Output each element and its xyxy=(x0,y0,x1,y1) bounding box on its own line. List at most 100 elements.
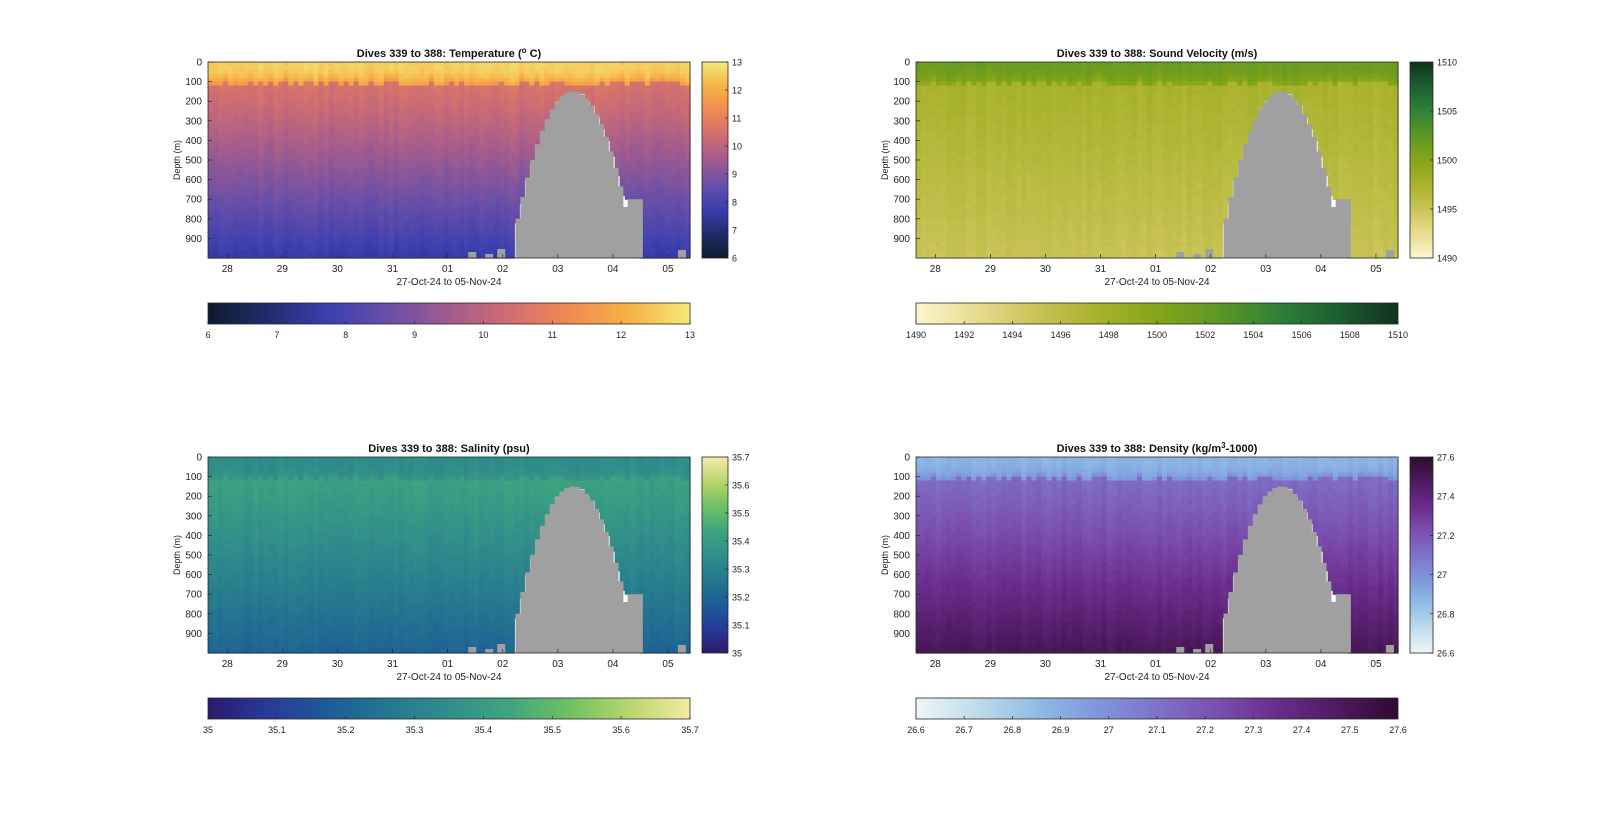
x-tick-label: 28 xyxy=(222,264,234,275)
heatmap-cell xyxy=(665,168,671,173)
heatmap-cell xyxy=(308,207,314,212)
heatmap-cell xyxy=(600,109,606,114)
heatmap-cell xyxy=(344,78,350,83)
heatmap-cell xyxy=(228,219,234,224)
heatmap-cell xyxy=(243,160,249,165)
heatmap-cell xyxy=(931,129,937,134)
heatmap-cell xyxy=(238,82,244,87)
heatmap-cell xyxy=(208,184,214,189)
heatmap-cell xyxy=(283,82,289,87)
heatmap-cell xyxy=(484,219,490,224)
heatmap-cell xyxy=(404,176,410,181)
heatmap-cell xyxy=(625,89,631,94)
heatmap-cell xyxy=(926,195,932,200)
heatmap-cell xyxy=(921,97,927,102)
heatmap-cell xyxy=(489,207,495,212)
heatmap-cell xyxy=(228,176,234,181)
heatmap-cell xyxy=(941,184,947,189)
heatmap-cell xyxy=(399,125,405,130)
heatmap-cell xyxy=(379,109,385,114)
heatmap-cell xyxy=(394,207,400,212)
heatmap-cell xyxy=(228,168,234,173)
heatmap-cell xyxy=(504,133,510,138)
heatmap-cell xyxy=(263,140,269,145)
heatmap-cell xyxy=(263,223,269,228)
heatmap-cell xyxy=(359,105,365,110)
heatmap-cell xyxy=(283,164,289,169)
heatmap-cell xyxy=(529,66,535,71)
heatmap-cell xyxy=(474,78,480,83)
heatmap-cell xyxy=(926,144,932,149)
heatmap-cell xyxy=(936,156,942,161)
heatmap-cell xyxy=(379,199,385,204)
heatmap-cell xyxy=(213,238,219,243)
heatmap-cell xyxy=(339,117,345,122)
heatmap-cell xyxy=(228,125,234,130)
heatmap-cell xyxy=(630,105,636,110)
heatmap-cell xyxy=(414,86,420,91)
heatmap-cell xyxy=(590,101,596,106)
heatmap-cell xyxy=(394,105,400,110)
heatmap-cell xyxy=(313,195,319,200)
heatmap-cell xyxy=(514,133,520,138)
heatmap-cell xyxy=(389,109,395,114)
heatmap-cell xyxy=(575,70,581,75)
heatmap-cell xyxy=(258,250,264,255)
heatmap-cell xyxy=(419,117,425,122)
heatmap-cell xyxy=(534,125,540,130)
heatmap-cell xyxy=(660,121,666,126)
heatmap-cell xyxy=(429,234,435,239)
heatmap-cell xyxy=(218,136,224,141)
heatmap-cell xyxy=(273,109,279,114)
heatmap-cell xyxy=(263,164,269,169)
heatmap-cell xyxy=(238,89,244,94)
heatmap-cell xyxy=(419,144,425,149)
heatmap-cell xyxy=(991,136,997,141)
heatmap-cell xyxy=(344,187,350,192)
heatmap-cell xyxy=(976,78,982,83)
heatmap-cell xyxy=(318,199,324,204)
heatmap-cell xyxy=(253,242,259,247)
heatmap-cell xyxy=(484,207,490,212)
heatmap-cell xyxy=(228,101,234,106)
heatmap-cell xyxy=(981,199,987,204)
heatmap-cell xyxy=(474,136,480,141)
heatmap-cell xyxy=(253,140,259,145)
heatmap-cell xyxy=(509,74,515,79)
heatmap-cell xyxy=(585,89,591,94)
heatmap-cell xyxy=(283,62,289,67)
heatmap-cell xyxy=(956,121,962,126)
heatmap-cell xyxy=(313,191,319,196)
heatmap-cell xyxy=(253,133,259,138)
heatmap-cell xyxy=(329,234,335,239)
heatmap-cell xyxy=(329,113,335,118)
heatmap-cell xyxy=(434,223,440,228)
heatmap-cell xyxy=(329,164,335,169)
heatmap-cell xyxy=(379,117,385,122)
heatmap-cell xyxy=(479,101,485,106)
heatmap-cell xyxy=(248,231,254,236)
heatmap-cell xyxy=(655,156,661,161)
heatmap-cell xyxy=(615,86,621,91)
heatmap-cell xyxy=(409,176,415,181)
heatmap-cell xyxy=(474,187,480,192)
heatmap-cell xyxy=(354,129,360,134)
heatmap-cell xyxy=(369,66,375,71)
heatmap-cell xyxy=(273,160,279,165)
heatmap-cell xyxy=(444,180,450,185)
heatmap-cell xyxy=(675,207,681,212)
heatmap-cell xyxy=(519,140,525,145)
heatmap-cell xyxy=(645,246,651,251)
heatmap-cell xyxy=(524,93,530,98)
heatmap-cell xyxy=(509,211,515,216)
heatmap-cell xyxy=(961,152,967,157)
heatmap-cell xyxy=(600,93,606,98)
heatmap-cell xyxy=(248,113,254,118)
heatmap-cell xyxy=(645,191,651,196)
heatmap-cell xyxy=(298,113,304,118)
heatmap-cell xyxy=(549,74,555,79)
heatmap-cell xyxy=(409,62,415,67)
heatmap-cell xyxy=(308,101,314,106)
heatmap-cell xyxy=(318,152,324,157)
heatmap-cell xyxy=(213,125,219,130)
